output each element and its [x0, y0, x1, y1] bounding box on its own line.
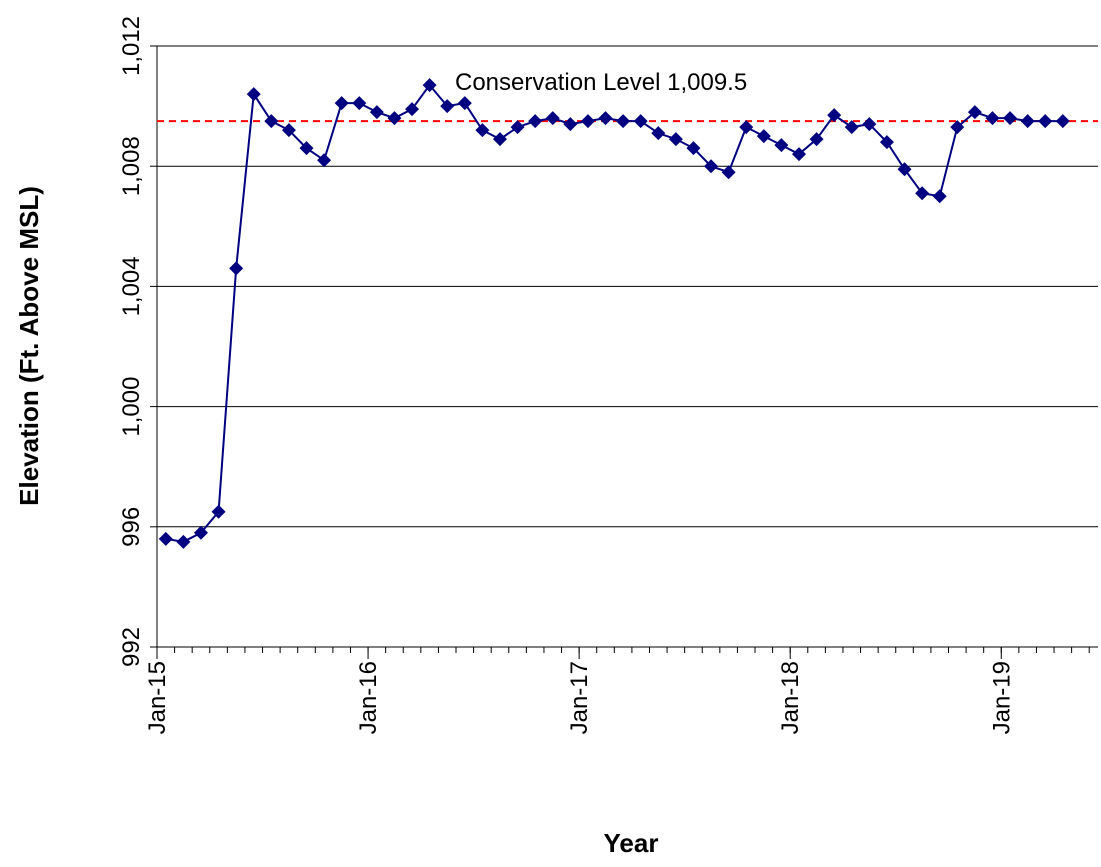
- data-point: [528, 114, 543, 129]
- data-point: [756, 129, 771, 144]
- y-tick-label: 1,012: [118, 16, 145, 76]
- data-point: [510, 120, 525, 135]
- data-point: [721, 165, 736, 180]
- data-point: [704, 159, 719, 174]
- data-point: [897, 162, 912, 177]
- data-point: [616, 114, 631, 129]
- data-point: [985, 111, 1000, 126]
- y-axis-title: Elevation (Ft. Above MSL): [14, 186, 44, 506]
- data-point: [369, 105, 384, 120]
- x-tick-label: Jan-18: [777, 661, 804, 734]
- data-point: [774, 138, 789, 153]
- data-point: [264, 114, 279, 129]
- y-tick-label: 996: [118, 507, 145, 547]
- data-point: [651, 126, 666, 141]
- data-point: [633, 114, 648, 129]
- data-point: [317, 153, 332, 168]
- data-point: [334, 96, 349, 111]
- data-point: [1038, 114, 1053, 129]
- data-point: [229, 261, 244, 276]
- x-tick-label: Jan-16: [355, 661, 382, 734]
- x-axis-title: Year: [604, 828, 659, 858]
- x-tick-label: Jan-17: [566, 661, 593, 734]
- series-line: [165, 83, 1063, 543]
- data-point: [457, 96, 472, 111]
- data-point: [827, 108, 842, 123]
- data-point: [844, 120, 859, 135]
- data-point: [1020, 114, 1035, 129]
- data-point: [563, 117, 578, 132]
- y-tick-label: 1,000: [118, 377, 145, 437]
- data-point: [387, 111, 402, 126]
- data-point: [668, 132, 683, 147]
- data-point: [193, 525, 208, 540]
- x-tick-label: Jan-19: [988, 661, 1015, 734]
- data-point: [211, 504, 226, 519]
- data-point: [422, 78, 437, 93]
- data-point: [492, 132, 507, 147]
- data-point: [475, 123, 490, 138]
- data-point: [246, 87, 261, 102]
- data-point: [1003, 111, 1018, 126]
- data-point: [791, 147, 806, 162]
- data-point: [915, 186, 930, 201]
- data-point: [580, 114, 595, 129]
- reference-label: Conservation Level 1,009.5: [455, 69, 747, 96]
- data-point: [598, 111, 613, 126]
- data-point: [862, 117, 877, 132]
- data-point: [440, 99, 455, 114]
- data-point: [1055, 114, 1070, 129]
- data-point: [281, 123, 296, 138]
- data-point: [352, 96, 367, 111]
- data-point: [809, 132, 824, 147]
- y-tick-label: 992: [118, 627, 145, 667]
- data-point: [967, 105, 982, 120]
- data-point: [879, 135, 894, 150]
- data-point: [405, 102, 420, 117]
- data-point: [299, 141, 314, 156]
- data-point: [932, 189, 947, 204]
- data-point: [686, 141, 701, 156]
- data-point: [158, 531, 173, 546]
- y-tick-label: 1,008: [118, 136, 145, 196]
- y-tick-label: 1,004: [118, 256, 145, 316]
- data-point: [176, 534, 191, 549]
- data-point: [950, 120, 965, 135]
- x-tick-label: Jan-15: [144, 661, 171, 734]
- data-point: [739, 120, 754, 135]
- data-point: [545, 111, 560, 126]
